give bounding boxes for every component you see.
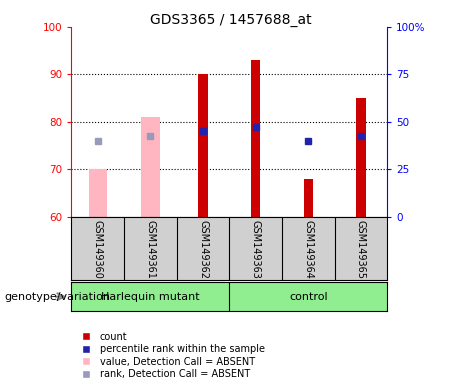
Text: control: control (289, 291, 328, 302)
Text: GSM149364: GSM149364 (303, 220, 313, 279)
Text: Harlequin mutant: Harlequin mutant (101, 291, 200, 302)
Text: GDS3365 / 1457688_at: GDS3365 / 1457688_at (150, 13, 311, 27)
Legend: count, percentile rank within the sample, value, Detection Call = ABSENT, rank, : count, percentile rank within the sample… (77, 332, 265, 379)
Text: GSM149362: GSM149362 (198, 220, 208, 279)
Bar (356, 98, 366, 217)
Text: GSM149363: GSM149363 (251, 220, 260, 279)
Bar (141, 117, 160, 217)
Text: GSM149360: GSM149360 (93, 220, 103, 279)
Bar (303, 179, 313, 217)
Text: GSM149365: GSM149365 (356, 220, 366, 279)
Bar (89, 169, 107, 217)
Text: GSM149361: GSM149361 (145, 220, 155, 279)
Bar (251, 60, 260, 217)
Text: genotype/variation: genotype/variation (5, 291, 111, 302)
Bar (198, 74, 208, 217)
